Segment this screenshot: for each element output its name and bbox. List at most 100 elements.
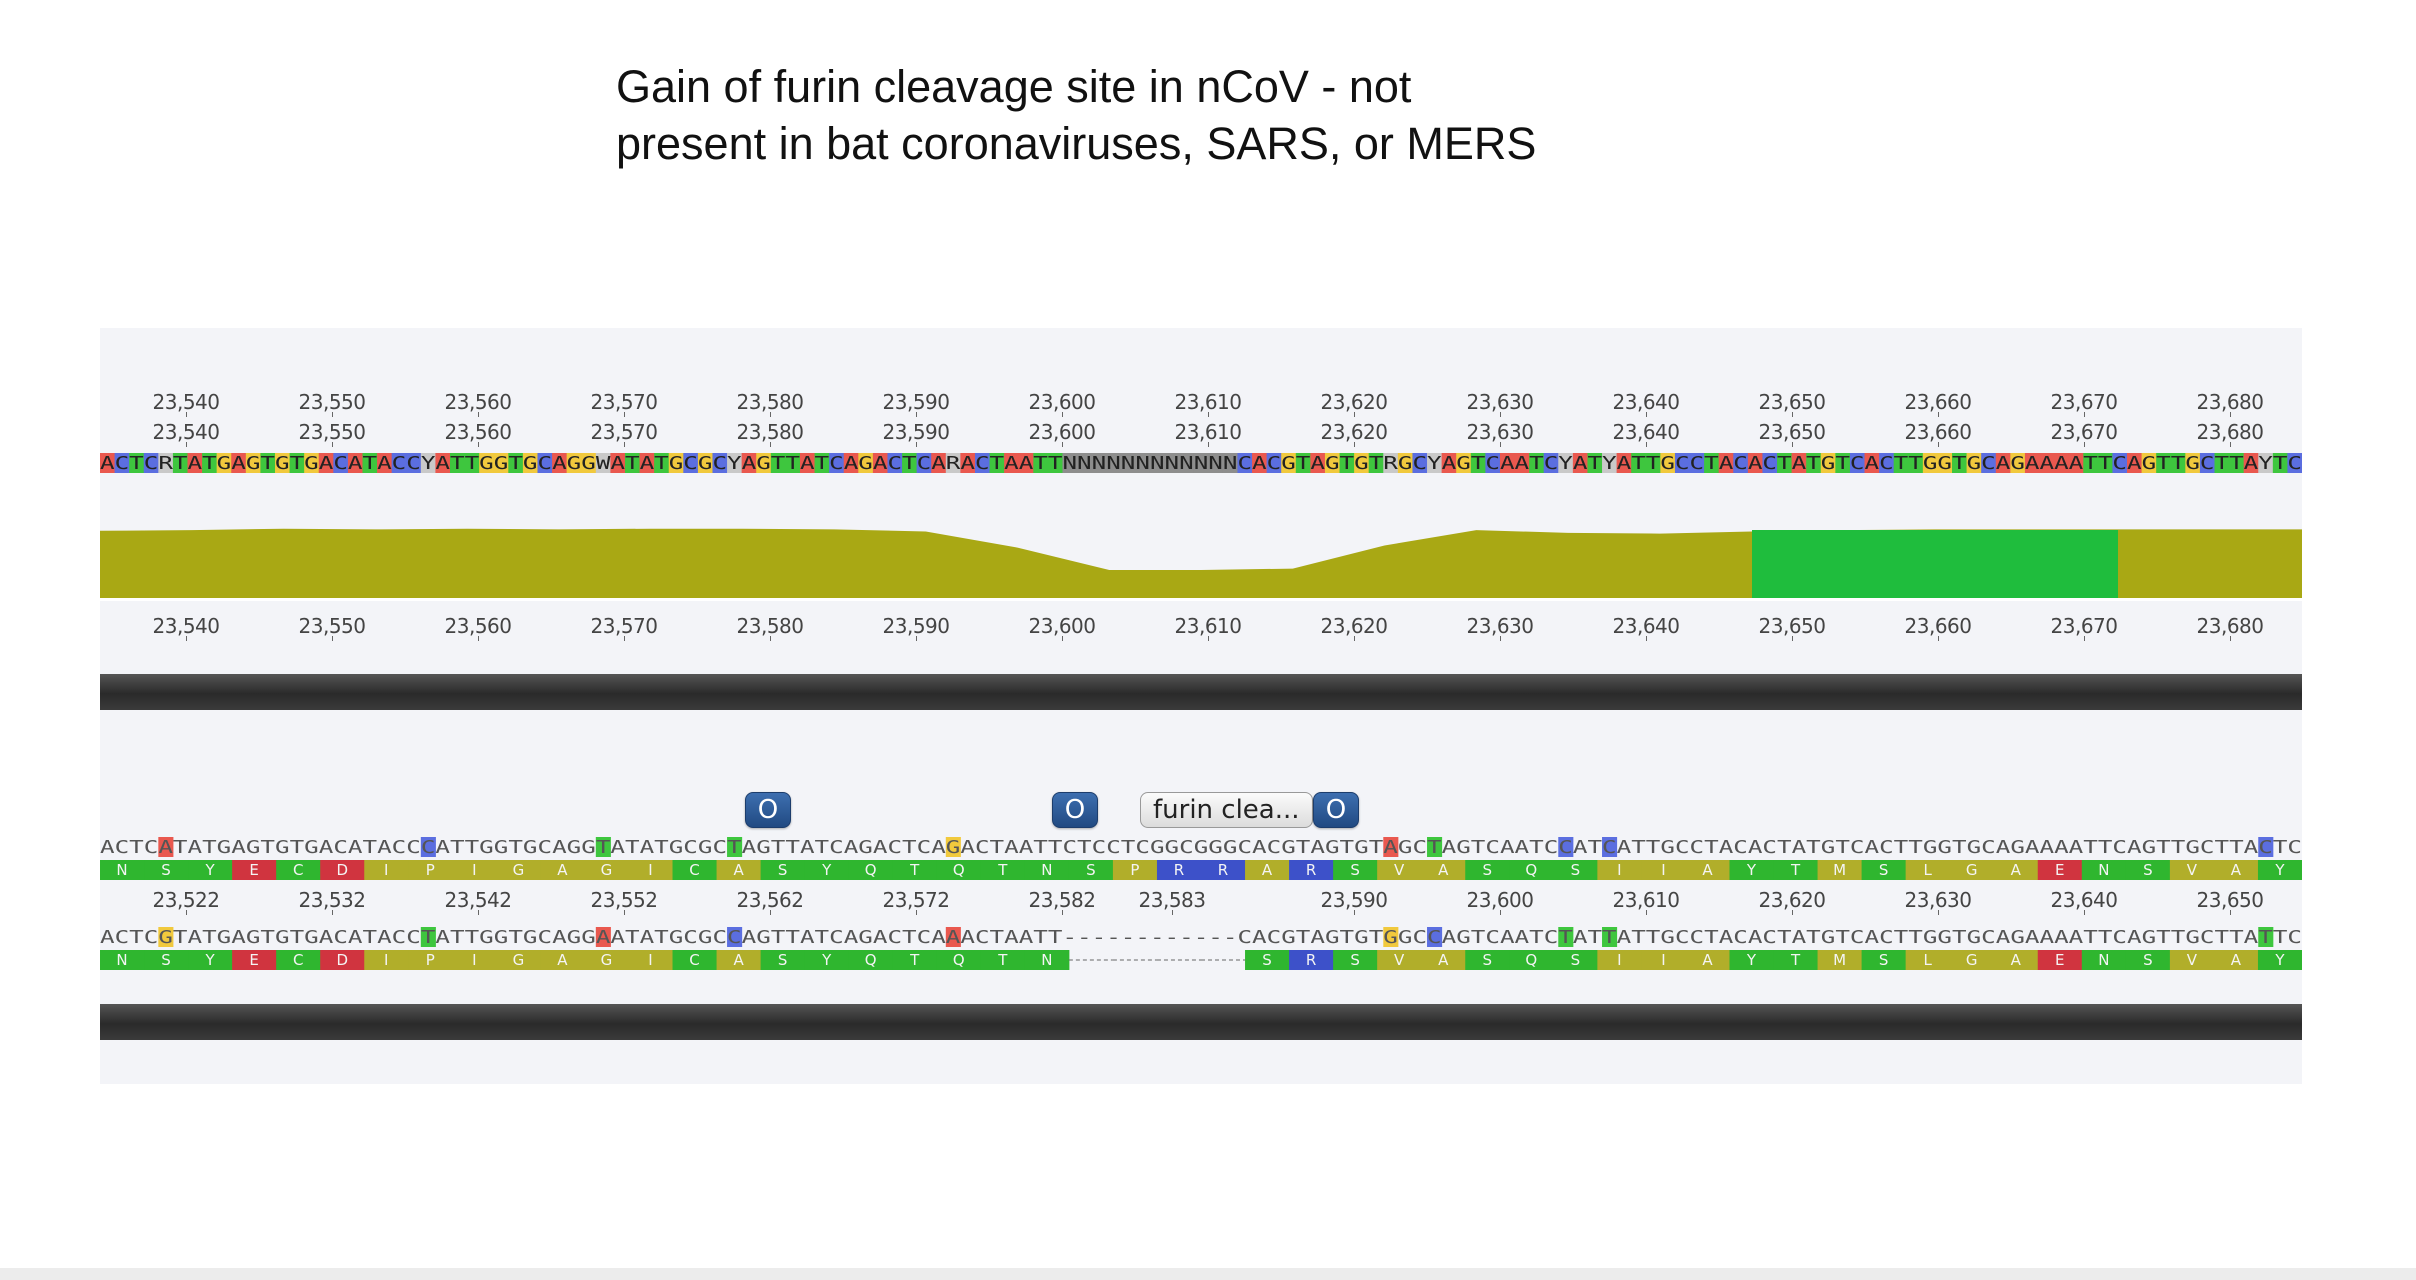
amino-acid-cell: [364, 860, 409, 880]
consensus-sequence-track[interactable]: ACTCRTATGAGTGTGACATACCYATTGGTGCAGGWATATG…: [100, 452, 2302, 474]
slide-title: Gain of furin cleavage site in nCoV - no…: [616, 58, 1816, 172]
ruler-tick: [2084, 442, 2085, 447]
base-cell: [2170, 453, 2186, 473]
ruler-label: 23,540: [152, 420, 220, 444]
amino-acid-cell: [1333, 860, 1378, 880]
amino-acid-cell: [1993, 950, 2039, 970]
amino-acid-cell: [1597, 860, 1642, 880]
base-cell: [1529, 453, 1545, 473]
amino-acid-letter: S: [1482, 951, 1492, 969]
furin-cleavage-annotation[interactable]: furin clea...: [1140, 792, 1313, 828]
ruler-label: 23,630: [1904, 888, 1972, 912]
ruler-label: 23,580: [736, 420, 804, 444]
ruler-label: 23,583: [1138, 888, 1206, 912]
ruler-tick: [2230, 442, 2231, 447]
amino-acid-cell: [276, 950, 321, 970]
amino-acid-letter: A: [557, 861, 568, 879]
ruler-tick: [2084, 636, 2085, 641]
ruler-top: 23,540 23,550 23,560 23,570 23,580 23,590 23,6…: [100, 390, 2302, 418]
amino-acid-cell: [1068, 860, 1114, 880]
base-cell: [1310, 453, 1326, 473]
coverage-highlight: [1752, 530, 2118, 598]
amino-acid-cell: [1465, 860, 1510, 880]
amino-acid-cell: [1112, 860, 1158, 880]
amino-acid-cell: [804, 950, 850, 970]
amino-acid-cell: [2125, 950, 2171, 970]
amino-acid-letter: S: [1571, 861, 1581, 879]
base-cell: [1689, 453, 1705, 473]
annotation-marker-1[interactable]: O: [745, 792, 791, 828]
amino-acid-letter: I: [1661, 861, 1665, 879]
base-cell: [1106, 453, 1122, 473]
amino-acid-letter: E: [249, 951, 258, 969]
alignment-viewer[interactable]: 23,540 23,550 23,560 23,570 23,580 23,590 23,6…: [100, 328, 2302, 1084]
base-cell: [960, 453, 976, 473]
base-cell: [639, 453, 655, 473]
amino-acid-cell: [1773, 860, 1819, 880]
base-cell: [1266, 453, 1282, 473]
base-cell: [2199, 453, 2216, 473]
amino-acid-letter: I: [472, 951, 476, 969]
annotation-marker-3[interactable]: O: [1313, 792, 1359, 828]
ruler-label: 23,572: [882, 888, 950, 912]
bat-cov-nucleotide-track[interactable]: ACTCGTATGAGTGTGACATACCTATTGGTGCAGGAATATG…: [100, 926, 2302, 948]
variant-cell: [420, 927, 436, 947]
amino-acid-cell: [540, 860, 585, 880]
amino-acid-cell: [892, 950, 938, 970]
amino-acid-cell: [2213, 860, 2259, 880]
amino-acid-letter: A: [2231, 951, 2242, 969]
ruler-tick: [916, 442, 917, 447]
amino-acid-cell: [1465, 950, 1510, 970]
ruler-label: 23,630: [1466, 420, 1534, 444]
amino-acid-letter: Y: [2274, 951, 2285, 969]
amino-acid-letter: A: [1438, 861, 1449, 879]
amino-acid-letter: T: [997, 861, 1008, 879]
amino-acid-cell: [496, 860, 541, 880]
annotation-marker-2[interactable]: O: [1052, 792, 1098, 828]
ruler-label: 23,640: [2050, 888, 2118, 912]
ruler-label: 23,600: [1028, 390, 1096, 414]
amino-acid-cell: [628, 950, 674, 970]
amino-acid-letter: N: [116, 951, 127, 969]
amino-acid-cell: [1024, 950, 1070, 970]
ruler-tick: [1062, 910, 1063, 915]
amino-acid-cell: [188, 950, 233, 970]
amino-acid-letter: S: [778, 861, 788, 879]
variant-cell: [595, 927, 611, 947]
amino-acid-letter: C: [689, 861, 699, 879]
amino-acid-cell: [1377, 860, 1422, 880]
base-cell: [624, 453, 641, 473]
base-cell: [697, 453, 713, 473]
amino-acid-cell: [1597, 950, 1642, 970]
ruler-label: 23,610: [1174, 420, 1242, 444]
amino-acid-cell: [1729, 950, 1775, 970]
amino-acid-letter: Q: [865, 951, 877, 969]
amino-acid-cell: [2037, 950, 2083, 970]
base-cell: [1879, 453, 1895, 473]
title-line-2: present in bat coronaviruses, SARS, or M…: [616, 118, 1537, 169]
amino-acid-cell: [936, 950, 982, 970]
base-cell: [770, 453, 786, 473]
base-cell: [1208, 453, 1224, 473]
ruler-label: 23,620: [1320, 614, 1388, 638]
ruler-label: 23,590: [882, 420, 950, 444]
ruler-label: 23,590: [882, 614, 950, 638]
amino-acid-letter: G: [513, 861, 525, 879]
amino-acid-cell: [848, 950, 894, 970]
base-cell: [245, 453, 261, 473]
ruler-tick: [186, 412, 187, 417]
base-cell: [1441, 453, 1457, 473]
ncov-nucleotide-track[interactable]: ACTCATATGAGTGTGACATACCCATTGGTGCAGGTATATG…: [100, 836, 2302, 858]
coverage-graph[interactable]: [100, 518, 2302, 608]
base-cell: [143, 453, 159, 473]
amino-acid-letter: N: [2098, 861, 2109, 879]
amino-acid-cell: [760, 950, 806, 970]
ruler-label: 23,630: [1466, 614, 1534, 638]
variant-cell: [1602, 837, 1618, 857]
ruler-tick: [332, 636, 333, 641]
base-cell: [1062, 453, 1078, 473]
base-cell: [1514, 453, 1530, 473]
base-cell: [989, 453, 1005, 473]
